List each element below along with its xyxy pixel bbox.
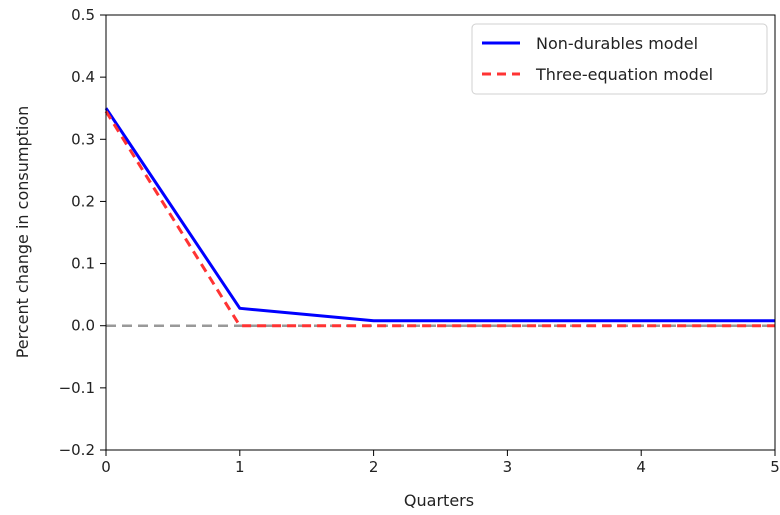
y-tick-label: 0.3	[71, 130, 95, 148]
x-tick-label: 0	[101, 458, 111, 476]
legend-series-1-label: Non-durables model	[536, 34, 698, 53]
x-tick-label: 5	[770, 458, 780, 476]
legend-series-2-label: Three-equation model	[535, 65, 713, 84]
x-tick-label: 2	[369, 458, 379, 476]
plot-frame	[105, 14, 776, 451]
x-tick-label: 3	[503, 458, 513, 476]
three-equation-series-line	[104, 110, 775, 328]
series-lines	[104, 107, 775, 328]
y-tick-label: −0.2	[59, 441, 95, 459]
y-tick-label: 0.1	[71, 255, 95, 273]
non-durables-series-line	[104, 107, 775, 323]
x-axis-label: Quarters	[404, 491, 474, 510]
y-axis-label: Percent change in consumption	[13, 106, 32, 359]
y-tick-label: 0.4	[71, 68, 95, 86]
y-axis-ticks: −0.2 −0.1 0.0 0.1 0.2 0.3 0.4 0.5	[59, 6, 106, 459]
legend-box	[471, 23, 768, 95]
y-tick-label: 0.5	[71, 6, 95, 24]
x-tick-label: 4	[636, 458, 646, 476]
x-tick-label: 1	[235, 458, 245, 476]
legend: Non-durables model Three-equation model	[471, 23, 768, 95]
y-tick-label: −0.1	[59, 379, 95, 397]
y-tick-label: 0.0	[71, 317, 95, 335]
x-axis-ticks: 0 1 2 3 4 5	[101, 450, 780, 476]
y-tick-label: 0.2	[71, 192, 95, 210]
